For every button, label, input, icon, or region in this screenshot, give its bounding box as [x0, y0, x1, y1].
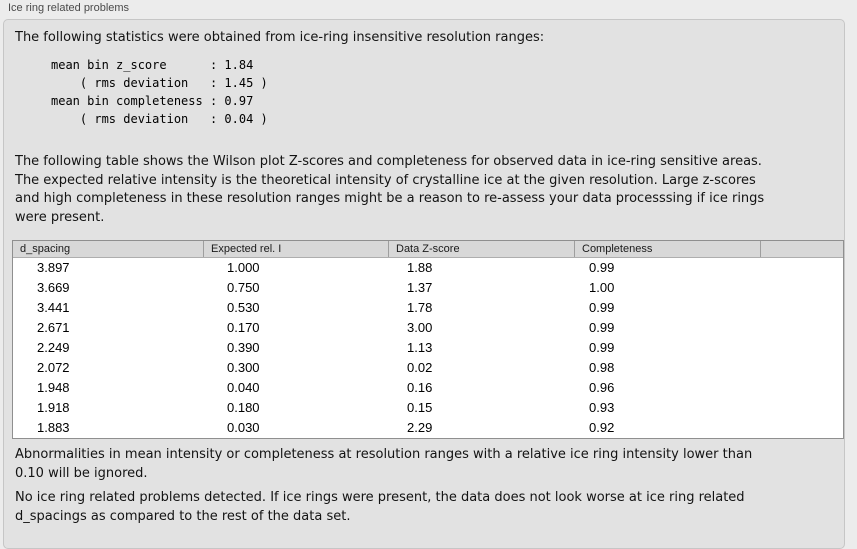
description-line: and high completeness in these resolutio…	[15, 191, 765, 207]
panel-title: Ice ring related problems	[8, 2, 130, 14]
cell-expected-rel-i: 0.030	[227, 420, 260, 435]
ice-ring-table: d_spacing Expected rel. I Data Z-score C…	[12, 240, 844, 439]
table-row[interactable]: 2.072 0.300 0.02 0.98	[13, 358, 843, 378]
cell-expected-rel-i: 0.170	[227, 320, 260, 335]
cell-expected-rel-i: 0.300	[227, 360, 260, 375]
cell-d-spacing: 3.441	[37, 300, 70, 315]
conclusion-line: d_spacings as compared to the rest of th…	[15, 508, 351, 524]
stat-mean-bin-completeness: mean bin completeness : 0.97	[51, 94, 254, 108]
table-row[interactable]: 3.441 0.530 1.78 0.99	[13, 298, 843, 318]
cell-filler	[760, 338, 843, 358]
intro-text: The following statistics were obtained f…	[15, 29, 544, 48]
cell-d-spacing: 3.669	[37, 280, 70, 295]
cell-d-spacing: 2.072	[37, 360, 70, 375]
cell-filler	[760, 378, 843, 398]
footnote-line: 0.10 will be ignored.	[15, 465, 148, 481]
table-description: The following table shows the Wilson plo…	[15, 153, 764, 227]
cell-expected-rel-i: 0.390	[227, 340, 260, 355]
description-line: were present.	[15, 209, 105, 225]
cell-completeness: 1.00	[589, 280, 615, 295]
column-header-data-z-score[interactable]: Data Z-score	[388, 241, 574, 257]
cell-data-z-score: 0.02	[407, 360, 433, 375]
cell-filler	[760, 318, 843, 338]
description-line: The following table shows the Wilson plo…	[15, 154, 762, 169]
cell-completeness: 0.99	[589, 260, 615, 275]
cell-filler	[760, 418, 843, 438]
cell-completeness: 0.99	[589, 320, 615, 335]
cell-data-z-score: 2.29	[407, 420, 433, 435]
cell-filler	[760, 398, 843, 418]
table-row[interactable]: 2.249 0.390 1.13 0.99	[13, 338, 843, 358]
cell-expected-rel-i: 0.750	[227, 280, 260, 295]
cell-data-z-score: 1.78	[407, 300, 433, 315]
column-header-filler	[760, 241, 843, 257]
ice-ring-panel: The following statistics were obtained f…	[3, 19, 845, 549]
cell-filler	[760, 358, 843, 378]
cell-completeness: 0.96	[589, 380, 615, 395]
cell-completeness: 0.92	[589, 420, 615, 435]
cell-d-spacing: 2.671	[37, 320, 70, 335]
cell-completeness: 0.98	[589, 360, 615, 375]
column-header-d-spacing[interactable]: d_spacing	[20, 243, 71, 255]
cell-d-spacing: 3.897	[37, 260, 70, 275]
cell-completeness: 0.99	[589, 340, 615, 355]
column-header-completeness[interactable]: Completeness	[574, 241, 760, 257]
cell-d-spacing: 1.948	[37, 380, 70, 395]
cell-d-spacing: 1.918	[37, 400, 70, 415]
table-row[interactable]: 3.669 0.750 1.37 1.00	[13, 278, 843, 298]
cell-data-z-score: 1.13	[407, 340, 433, 355]
conclusion-line: No ice ring related problems detected. I…	[15, 490, 745, 505]
table-row[interactable]: 1.883 0.030 2.29 0.92	[13, 418, 843, 438]
cell-completeness: 0.99	[589, 300, 615, 315]
statistics-block: mean bin z_score : 1.84 ( rms deviation …	[51, 56, 268, 128]
table-row[interactable]: 1.948 0.040 0.16 0.96	[13, 378, 843, 398]
footnote-line: Abnormalities in mean intensity or compl…	[15, 447, 753, 462]
table-header-row: d_spacing Expected rel. I Data Z-score C…	[13, 241, 843, 258]
conclusion-text: No ice ring related problems detected. I…	[15, 489, 745, 526]
cell-expected-rel-i: 0.040	[227, 380, 260, 395]
cell-filler	[760, 258, 843, 278]
cell-filler	[760, 298, 843, 318]
cell-data-z-score: 3.00	[407, 320, 433, 335]
cell-d-spacing: 1.883	[37, 420, 70, 435]
cell-expected-rel-i: 1.000	[227, 260, 260, 275]
cell-completeness: 0.93	[589, 400, 615, 415]
table-row[interactable]: 3.897 1.000 1.88 0.99	[13, 258, 843, 278]
footnote-text: Abnormalities in mean intensity or compl…	[15, 446, 752, 483]
cell-filler	[760, 278, 843, 298]
stat-rms-deviation-z: ( rms deviation : 1.45 )	[51, 76, 268, 90]
description-line: The expected relative intensity is the t…	[15, 172, 756, 188]
cell-d-spacing: 2.249	[37, 340, 70, 355]
table-row[interactable]: 1.918 0.180 0.15 0.93	[13, 398, 843, 418]
cell-data-z-score: 1.88	[407, 260, 433, 275]
table-row[interactable]: 2.671 0.170 3.00 0.99	[13, 318, 843, 338]
intro-line: The following statistics were obtained f…	[15, 30, 545, 45]
cell-expected-rel-i: 0.180	[227, 400, 260, 415]
cell-data-z-score: 0.15	[407, 400, 433, 415]
cell-expected-rel-i: 0.530	[227, 300, 260, 315]
column-header-expected-rel-i[interactable]: Expected rel. I	[203, 241, 388, 257]
stat-mean-bin-z-score: mean bin z_score : 1.84	[51, 58, 254, 72]
cell-data-z-score: 1.37	[407, 280, 433, 295]
cell-data-z-score: 0.16	[407, 380, 433, 395]
stat-rms-deviation-completeness: ( rms deviation : 0.04 )	[51, 112, 268, 126]
